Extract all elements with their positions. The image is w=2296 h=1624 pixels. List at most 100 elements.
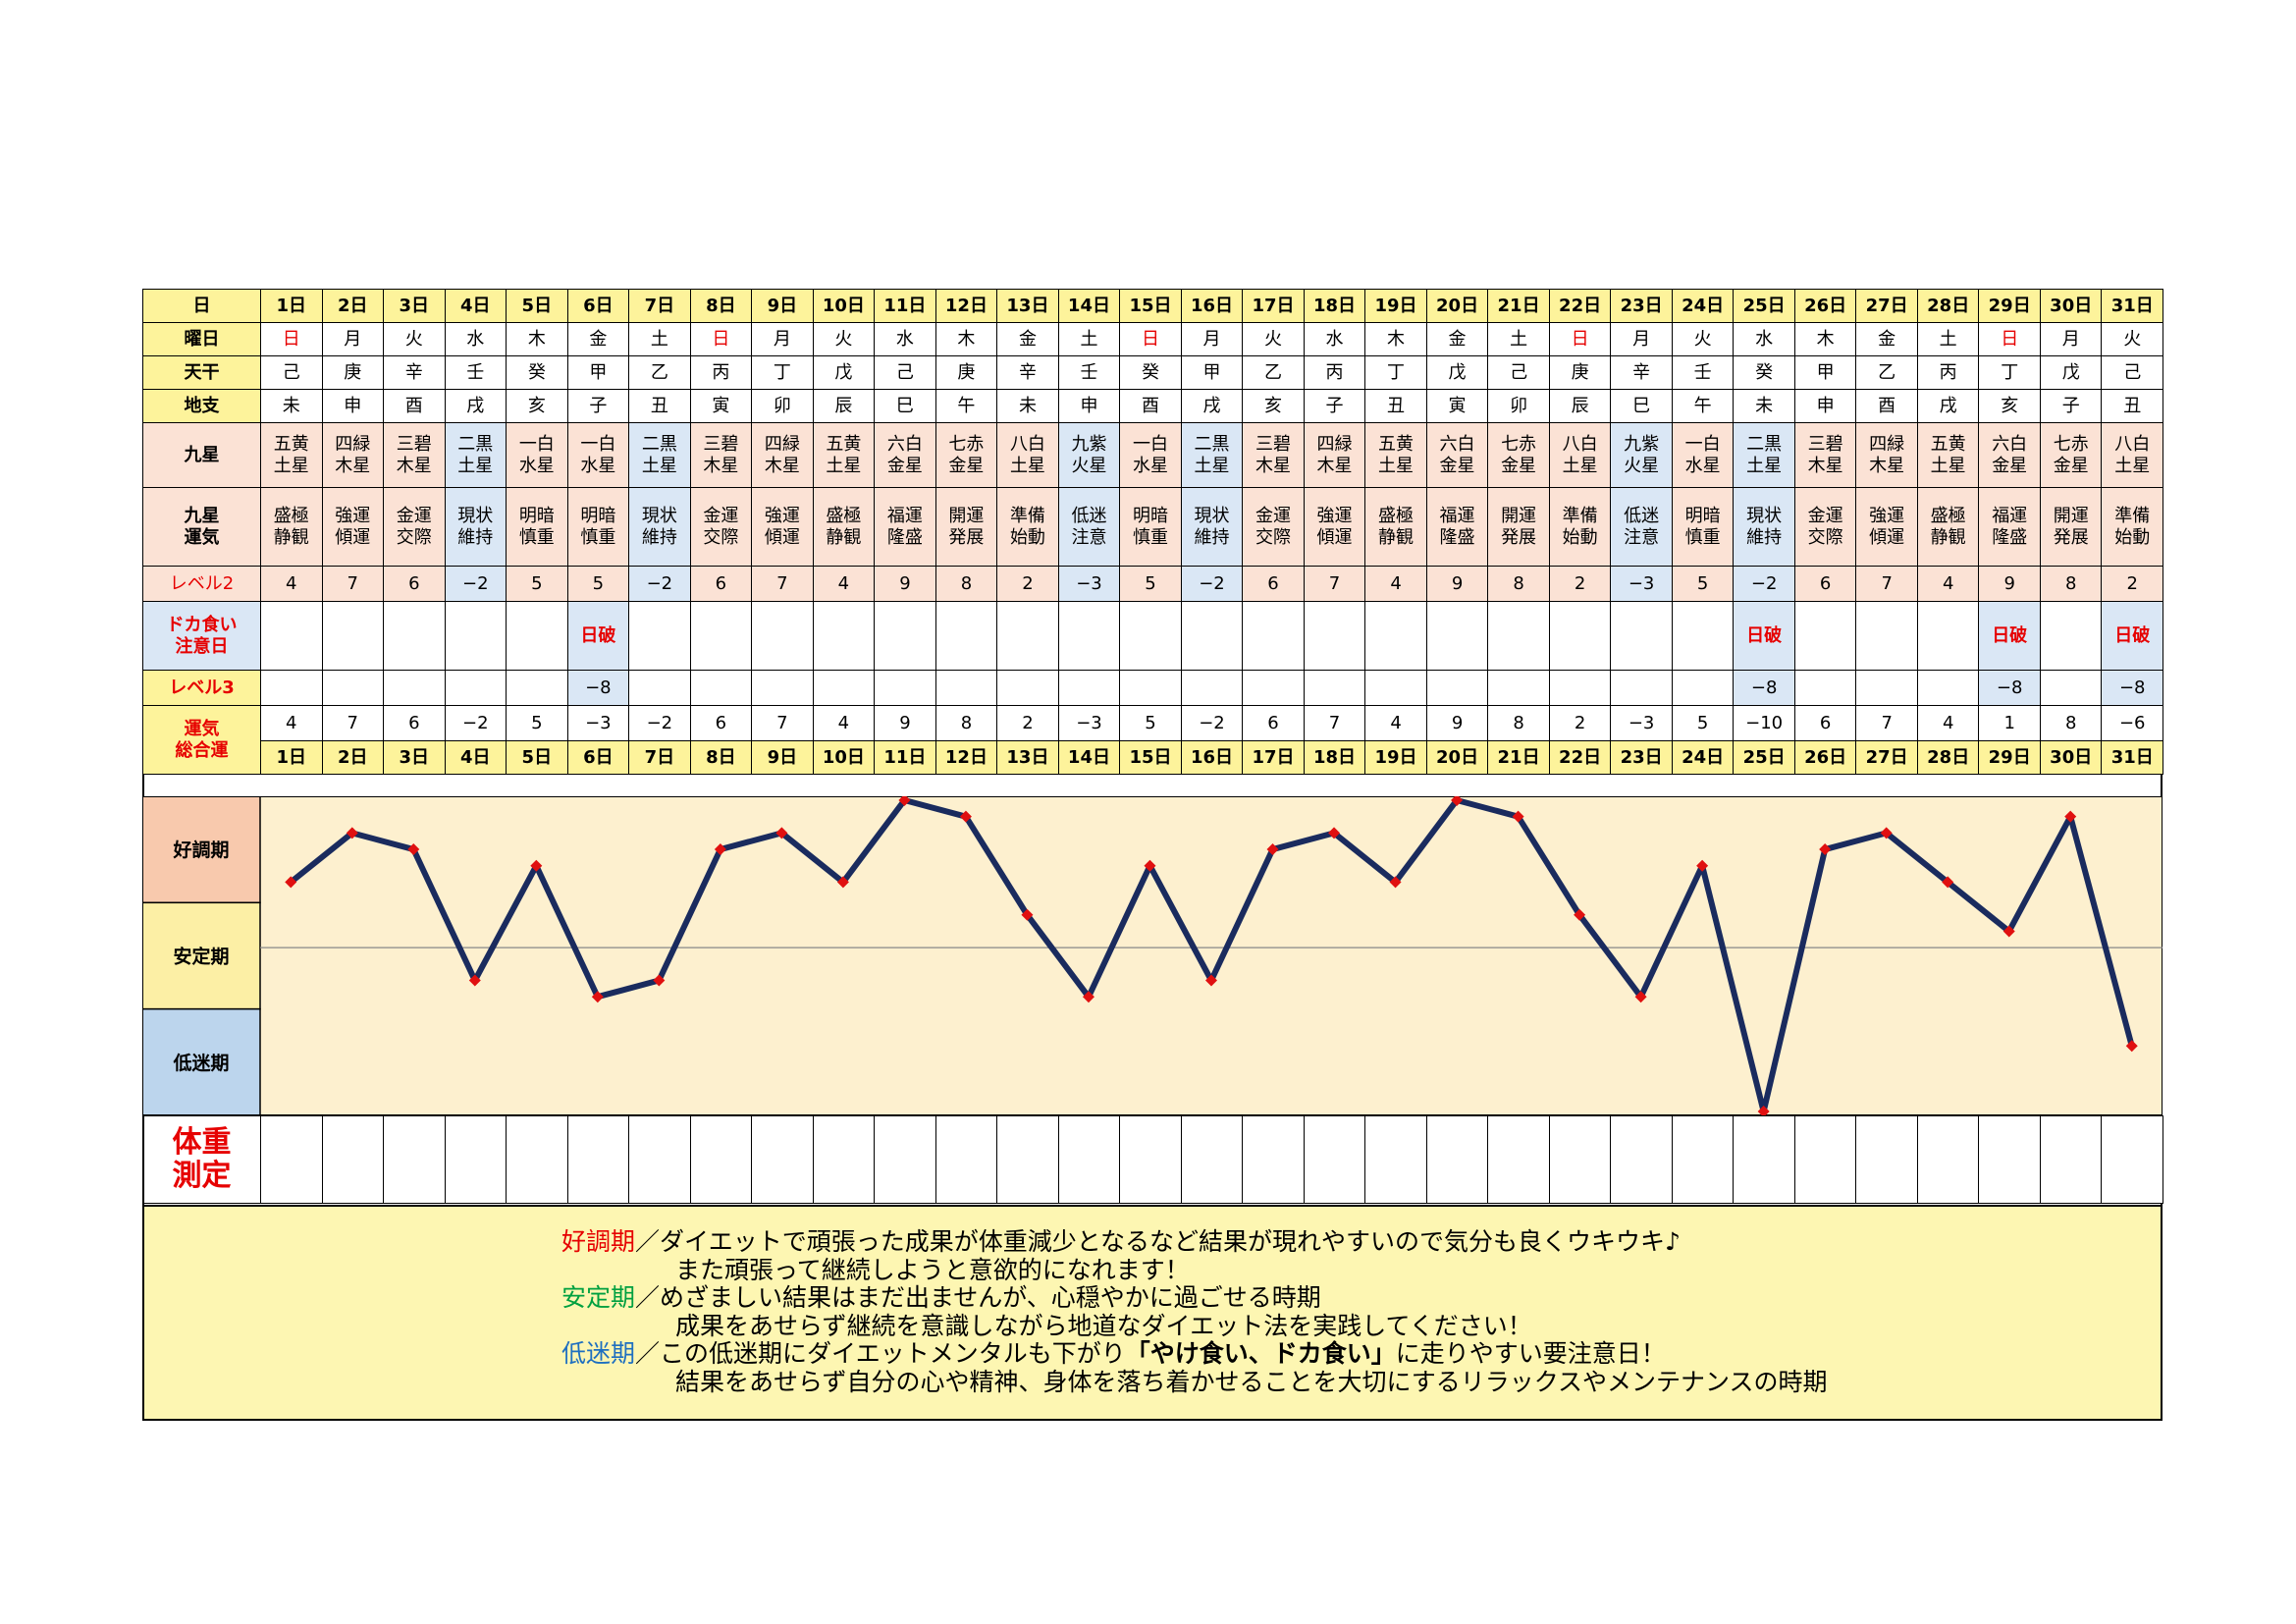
total-cell: −6 bbox=[2101, 705, 2163, 741]
level2-cell: 4 bbox=[260, 566, 323, 602]
weekday-cell: 土 bbox=[628, 322, 691, 356]
star-cell: 四緑 木星 bbox=[321, 422, 385, 488]
level2-cell: 5 bbox=[566, 566, 630, 602]
data-point bbox=[2002, 925, 2015, 938]
level3-cell bbox=[1425, 670, 1489, 706]
day-cell: 8日 bbox=[689, 289, 753, 323]
branch-cell: 卯 bbox=[751, 389, 814, 423]
binge-cell bbox=[2039, 601, 2103, 671]
fortune-cell: 明暗 慎重 bbox=[1119, 487, 1182, 567]
fortune-cell: 福運 隆盛 bbox=[874, 487, 936, 567]
data-point bbox=[1757, 1106, 1770, 1115]
note-text: ／この低迷期にダイエットメンタルも下がり bbox=[635, 1339, 1126, 1368]
level2-cell: 5 bbox=[506, 566, 568, 602]
total-cell: 7 bbox=[751, 705, 814, 741]
data-point bbox=[1389, 876, 1402, 889]
star-cell: 五黄 土星 bbox=[812, 422, 876, 488]
total-cell: −10 bbox=[1733, 705, 1795, 741]
star-cell: 五黄 土星 bbox=[260, 422, 323, 488]
level3-cell bbox=[1057, 670, 1121, 706]
binge-cell bbox=[689, 601, 753, 671]
day-footer-cell: 10日 bbox=[812, 740, 876, 775]
day-footer-cell: 5日 bbox=[506, 740, 568, 775]
level3-cell bbox=[874, 670, 936, 706]
star-cell: 二黒 土星 bbox=[444, 422, 507, 488]
branch-cell: 未 bbox=[260, 389, 323, 423]
day-cell: 3日 bbox=[383, 289, 446, 323]
total-cell: 8 bbox=[2039, 705, 2103, 741]
stem-cell: 甲 bbox=[1180, 355, 1244, 390]
star-cell: 八白 土星 bbox=[2101, 422, 2163, 488]
day-footer-cell: 18日 bbox=[1303, 740, 1366, 775]
binge-cell bbox=[1671, 601, 1735, 671]
data-point bbox=[1942, 876, 1954, 889]
fortune-cell: 現状 維持 bbox=[1733, 487, 1795, 567]
day-footer-cell: 7日 bbox=[628, 740, 691, 775]
weekday-cell: 日 bbox=[689, 322, 753, 356]
stem-cell: 庚 bbox=[321, 355, 385, 390]
note-text: 成果をあせらず継続を意識しながら地道なダイエット法を実践してください！ bbox=[675, 1311, 1532, 1340]
weekday-cell: 水 bbox=[874, 322, 936, 356]
branch-cell: 酉 bbox=[1119, 389, 1182, 423]
weekday-cell: 日 bbox=[1978, 322, 2041, 356]
weekday-cell: 月 bbox=[1180, 322, 1244, 356]
weekday-cell: 日 bbox=[1548, 322, 1612, 356]
level2-cell: 9 bbox=[1978, 566, 2041, 602]
weigh-cell bbox=[812, 1115, 876, 1204]
weigh-cell bbox=[1487, 1115, 1550, 1204]
branch-cell: 戌 bbox=[1180, 389, 1244, 423]
star-cell: 三碧 木星 bbox=[1242, 422, 1305, 488]
data-point bbox=[1634, 991, 1647, 1003]
weigh-cell bbox=[996, 1115, 1059, 1204]
branch-cell: 午 bbox=[934, 389, 998, 423]
weigh-cell bbox=[1733, 1115, 1795, 1204]
fortune-cell: 強運 傾運 bbox=[1303, 487, 1366, 567]
star-cell: 九紫 火星 bbox=[1610, 422, 1673, 488]
data-point bbox=[653, 974, 666, 987]
level3-cell: −8 bbox=[1733, 670, 1795, 706]
day-footer-cell: 13日 bbox=[996, 740, 1059, 775]
data-point bbox=[898, 796, 911, 806]
level3-cell bbox=[689, 670, 753, 706]
weekday-cell: 月 bbox=[1610, 322, 1673, 356]
total-cell: 2 bbox=[996, 705, 1059, 741]
binge-cell bbox=[1855, 601, 1918, 671]
stem-cell: 丁 bbox=[1364, 355, 1427, 390]
stem-cell: 戊 bbox=[1425, 355, 1489, 390]
weigh-cell bbox=[874, 1115, 936, 1204]
fortune-cell: 低迷 注意 bbox=[1057, 487, 1121, 567]
note-emphasis: 「やけ食い、ドカ食い」 bbox=[1125, 1339, 1396, 1368]
band-label-2: 低迷期 bbox=[172, 1052, 229, 1074]
weekday-cell: 水 bbox=[1733, 322, 1795, 356]
binge-cell bbox=[812, 601, 876, 671]
total-cell: 1 bbox=[1978, 705, 2041, 741]
data-point bbox=[1082, 991, 1095, 1003]
binge-cell bbox=[874, 601, 936, 671]
fortune-cell: 現状 維持 bbox=[1180, 487, 1244, 567]
level3-cell: −8 bbox=[566, 670, 630, 706]
branch-cell: 寅 bbox=[689, 389, 753, 423]
fortune-cell: 開運 発展 bbox=[1487, 487, 1550, 567]
total-cell: 8 bbox=[934, 705, 998, 741]
level3-cell bbox=[628, 670, 691, 706]
binge-cell bbox=[1793, 601, 1857, 671]
weekday-cell: 金 bbox=[1855, 322, 1918, 356]
day-footer-cell: 4日 bbox=[444, 740, 507, 775]
star-cell: 四緑 木星 bbox=[1855, 422, 1918, 488]
branch-cell: 丑 bbox=[2101, 389, 2163, 423]
day-cell: 5日 bbox=[506, 289, 568, 323]
branch-cell: 子 bbox=[566, 389, 630, 423]
weekday-cell: 土 bbox=[1487, 322, 1550, 356]
stem-cell: 壬 bbox=[444, 355, 507, 390]
binge-cell bbox=[996, 601, 1059, 671]
day-cell: 20日 bbox=[1425, 289, 1489, 323]
day-footer-cell: 27日 bbox=[1855, 740, 1918, 775]
total-cell: 5 bbox=[506, 705, 568, 741]
weekday-cell: 月 bbox=[2039, 322, 2103, 356]
star-cell: 九紫 火星 bbox=[1057, 422, 1121, 488]
branch-cell: 辰 bbox=[1548, 389, 1612, 423]
weekday-cell: 木 bbox=[1793, 322, 1857, 356]
weekday-cell: 火 bbox=[1671, 322, 1735, 356]
branch-cell: 申 bbox=[321, 389, 385, 423]
binge-cell bbox=[444, 601, 507, 671]
